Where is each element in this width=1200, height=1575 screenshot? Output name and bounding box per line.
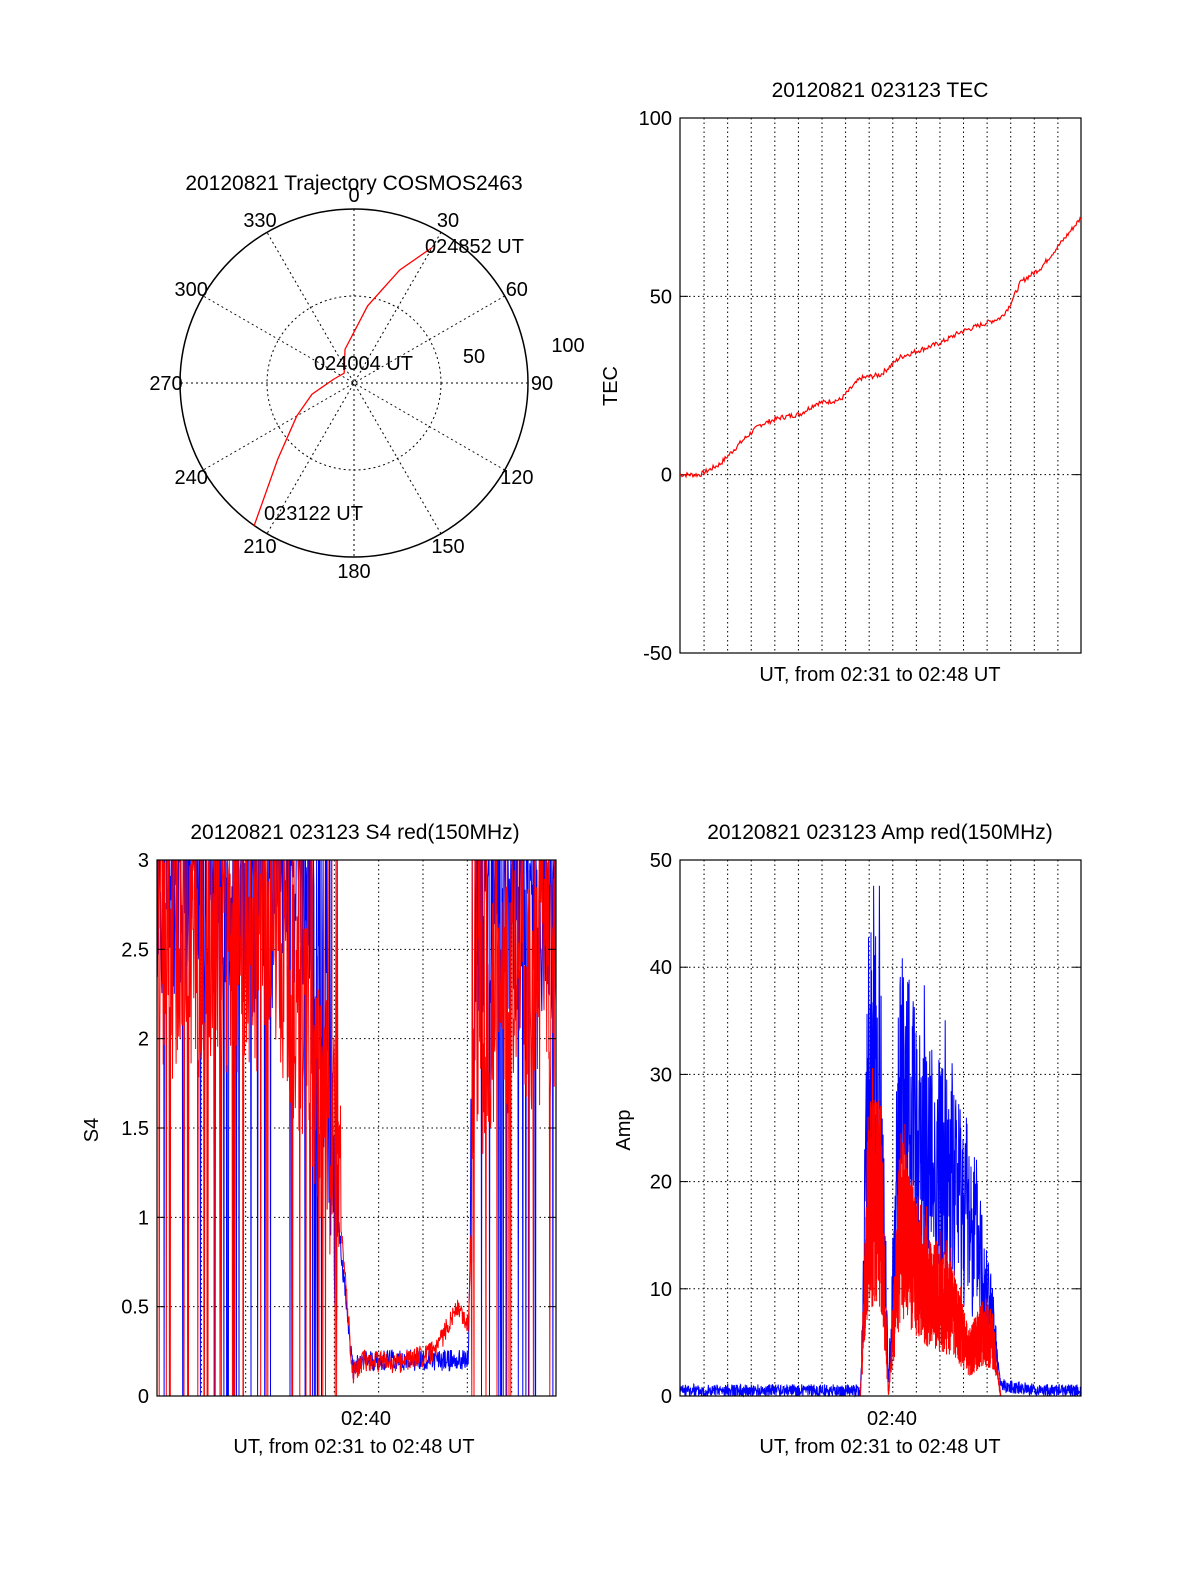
tec-ytick-label: -50 — [643, 643, 672, 665]
tec-xlabel: UT, from 02:31 to 02:48 UT — [759, 664, 1000, 686]
amp-xlabel: UT, from 02:31 to 02:48 UT — [759, 1436, 1000, 1458]
s4-series-line — [156, 859, 557, 1397]
amp-ytick-label: 0 — [661, 1386, 672, 1408]
s4-xlabel: UT, from 02:31 to 02:48 UT — [233, 1436, 474, 1458]
polar-spokes — [180, 209, 528, 557]
amp-title: 20120821 023123 Amp red(150MHz) — [707, 821, 1053, 844]
polar-azimuth-label: 150 — [431, 536, 464, 558]
radial-label-50: 50 — [463, 346, 485, 368]
tec-plot: 20120821 023123 TEC 100 50 0 -50 TEC UT, fr… — [600, 79, 1082, 686]
amp-ytick-label: 10 — [650, 1279, 672, 1301]
polar-azimuth-label: 270 — [149, 373, 182, 395]
s4-ylabel: S4 — [81, 1118, 103, 1142]
tec-ytick-label: 100 — [639, 108, 672, 130]
polar-azimuth-label: 120 — [500, 467, 533, 489]
s4-ytick-label: 1 — [138, 1207, 149, 1229]
trajectory-polar-plot: 20120821 Trajectory COSMOS2463 0 30 60 90 12… — [149, 172, 584, 583]
tec-ylabel: TEC — [600, 366, 622, 406]
tec-grid — [680, 118, 1081, 653]
polar-azimuth-label: 30 — [437, 210, 459, 232]
amp-series — [679, 885, 1082, 1398]
amp-xtick-label: 02:40 — [867, 1408, 917, 1430]
s4-ytick-label: 2 — [138, 1029, 149, 1051]
amp-series-line — [860, 1067, 1002, 1397]
amp-ytick-label: 20 — [650, 1172, 672, 1194]
s4-plot: 20120821 023123 S4 red(150MHz) 3 2.5 2 1.5 1… — [81, 821, 557, 1458]
s4-ytick-label: 3 — [138, 850, 149, 872]
polar-azimuth-label: 210 — [243, 536, 276, 558]
s4-ytick-label: 2.5 — [121, 939, 149, 961]
polar-azimuth-labels: 0 30 60 90 120 150 180 210 240 270 300 330 — [149, 185, 553, 583]
amp-ylabel: Amp — [613, 1109, 635, 1150]
trajectory-end-label: 024852 UT — [425, 236, 524, 258]
tec-line — [679, 216, 1082, 479]
polar-azimuth-label: 60 — [506, 279, 528, 301]
tec-ytick-label: 50 — [650, 286, 672, 308]
tec-y-ticks: 100 50 0 -50 — [639, 108, 1081, 665]
s4-ytick-label: 1.5 — [121, 1118, 149, 1140]
trajectory-title: 20120821 Trajectory COSMOS2463 — [185, 172, 522, 195]
polar-azimuth-label: 180 — [337, 561, 370, 583]
amp-ytick-label: 30 — [650, 1064, 672, 1086]
trajectory-line — [253, 246, 433, 526]
polar-spoke — [266, 232, 442, 534]
trajectory-mid-label: 024004 UT — [314, 353, 413, 375]
tec-series — [679, 216, 1082, 479]
tec-axes-box — [679, 117, 1082, 654]
polar-inner-circle — [266, 295, 442, 471]
amp-y-ticks: 50 40 30 20 10 0 — [650, 850, 1081, 1408]
amp-axes-box — [679, 859, 1082, 1397]
polar-azimuth-label: 330 — [243, 210, 276, 232]
s4-ytick-label: 0.5 — [121, 1297, 149, 1319]
polar-azimuth-label: 300 — [174, 279, 207, 301]
trajectory-start-label: 023122 UT — [264, 503, 363, 525]
s4-title: 20120821 023123 S4 red(150MHz) — [190, 821, 519, 844]
amp-plot: 20120821 023123 Amp red(150MHz) 50 40 30 20… — [613, 821, 1082, 1458]
polar-azimuth-label: 240 — [174, 467, 207, 489]
s4-ytick-label: 0 — [138, 1386, 149, 1408]
tec-ytick-label: 0 — [661, 465, 672, 487]
radial-label-100: 100 — [551, 335, 584, 357]
amp-ytick-label: 50 — [650, 850, 672, 872]
s4-y-ticks: 3 2.5 2 1.5 1 0.5 0 — [121, 850, 556, 1408]
polar-spoke — [266, 232, 442, 534]
polar-azimuth-label: 90 — [531, 373, 553, 395]
tec-title: 20120821 023123 TEC — [772, 79, 989, 102]
amp-ytick-label: 40 — [650, 957, 672, 979]
polar-azimuth-label: 0 — [348, 185, 359, 207]
s4-xtick-label: 02:40 — [341, 1408, 391, 1430]
